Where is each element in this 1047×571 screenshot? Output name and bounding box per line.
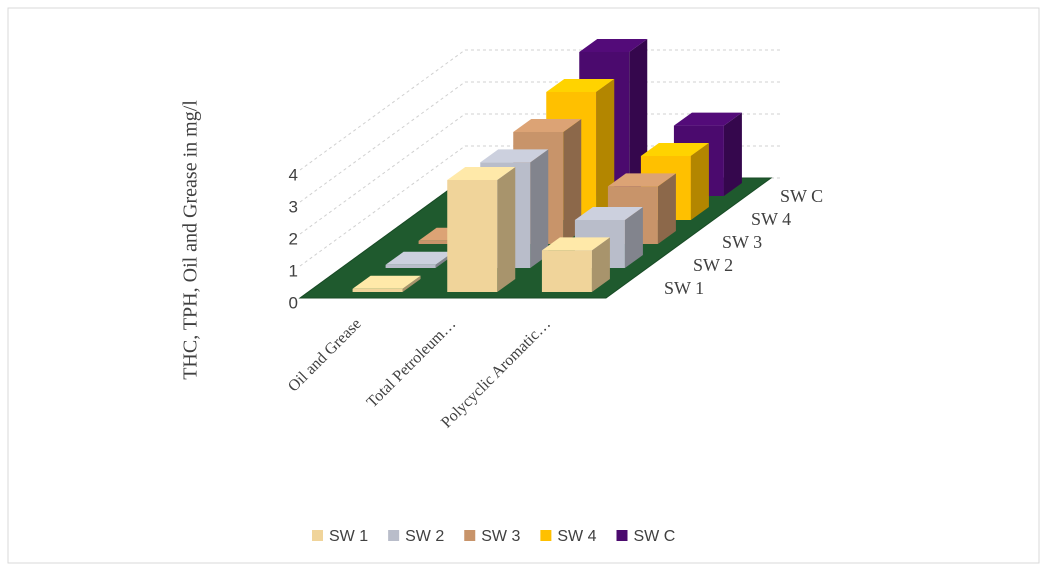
y-tick-label: 2 (289, 229, 298, 248)
row-label: SW 4 (751, 209, 791, 229)
bar (447, 167, 516, 292)
y-tick-label: 0 (289, 293, 298, 312)
bar-side (624, 207, 643, 268)
row-label: SW 3 (722, 232, 762, 252)
y-tick-label: 4 (289, 165, 298, 184)
bar-front (352, 288, 403, 292)
legend-swatch (616, 530, 628, 541)
bar-side (723, 112, 742, 196)
y-tick-label: 1 (289, 261, 298, 280)
bar-side (530, 149, 549, 268)
bar-top (579, 39, 648, 52)
legend-swatch (388, 530, 400, 541)
legend-swatch (540, 530, 552, 541)
grid-line (299, 49, 781, 171)
bar-side (402, 275, 421, 292)
bar-top (607, 173, 676, 187)
legend-swatch (312, 530, 323, 541)
bar-top (480, 149, 549, 163)
bar-side (596, 79, 615, 220)
legend-label: SW C (634, 528, 676, 545)
legend-label: SW 3 (481, 528, 520, 545)
bar-side (563, 119, 582, 244)
bar-top (546, 79, 615, 92)
y-axis-title: THC, TPH, Oil and Grease in mg/l (180, 100, 202, 380)
legend: SW 1 SW 2 SW 3 SW 4 SW C (312, 528, 675, 545)
bar-top (541, 237, 610, 251)
grid-line (299, 113, 781, 235)
bar-side (690, 143, 709, 220)
bar-top (574, 207, 643, 220)
bar-front (447, 180, 498, 292)
grid-line (299, 81, 781, 203)
bar-top (447, 167, 516, 180)
bar-top (513, 119, 582, 132)
legend-label: SW 4 (557, 528, 596, 545)
row-label: SW 1 (664, 278, 704, 298)
bar-top (385, 251, 454, 265)
legend-label: SW 2 (405, 528, 444, 545)
bar-side (497, 167, 516, 292)
bar (352, 275, 421, 292)
legend-label: SW 1 (329, 528, 368, 545)
legend-swatch (464, 530, 476, 541)
bar-side (657, 173, 676, 244)
row-label: SW C (780, 186, 823, 206)
bar-front (541, 250, 592, 292)
y-tick-label: 3 (289, 197, 298, 216)
bar-top (673, 112, 742, 126)
bar-front (418, 240, 469, 244)
bar-side (591, 237, 610, 292)
bar-top (640, 143, 709, 156)
bar-front (385, 264, 436, 268)
bar (541, 237, 610, 292)
row-label: SW 2 (693, 255, 733, 275)
bar-top (352, 275, 421, 289)
